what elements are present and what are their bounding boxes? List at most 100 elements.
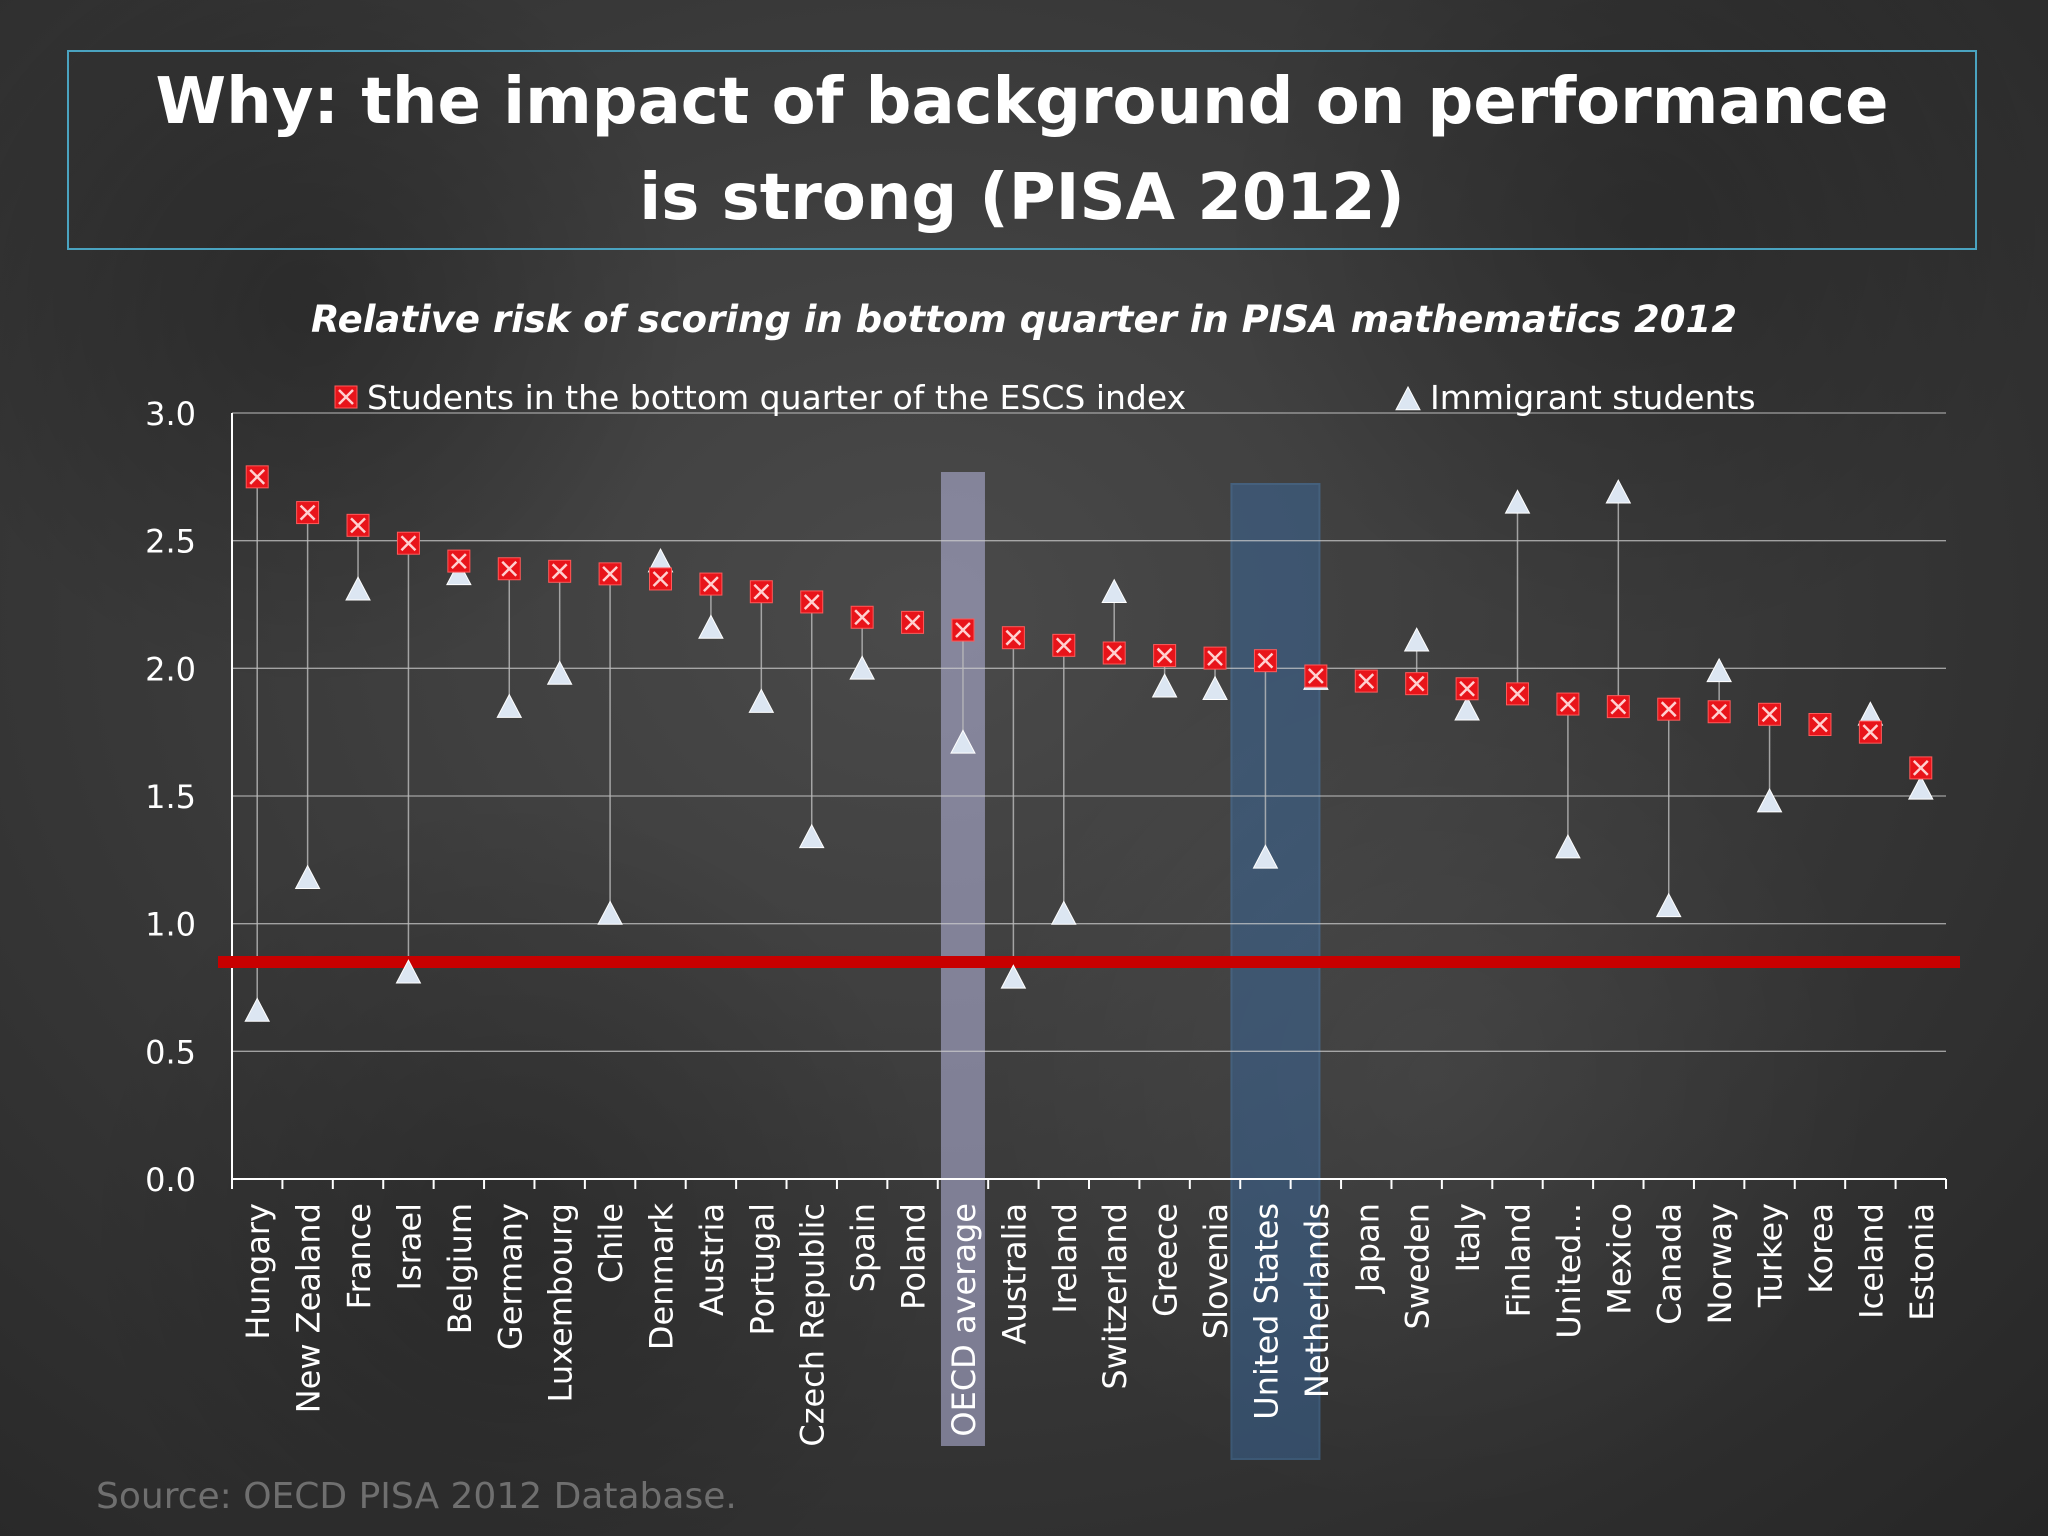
- marker-cross: [338, 389, 354, 405]
- escs-marker: [1102, 641, 1126, 665]
- x-tick-label: OECD average: [945, 1203, 983, 1437]
- immigrant-marker: [1454, 696, 1480, 721]
- marker-cross: [904, 614, 921, 631]
- y-tick-label: 1.0: [145, 906, 196, 944]
- marker-cross: [1307, 668, 1324, 684]
- y-tick-label: 0.5: [145, 1033, 196, 1071]
- escs-marker: [1153, 644, 1177, 668]
- immigrant-marker: [496, 693, 523, 718]
- marker-cross: [1459, 680, 1475, 697]
- x-tick-label: Israel: [390, 1203, 428, 1290]
- escs-marker: [1455, 677, 1479, 701]
- marker-cross: [1660, 701, 1677, 718]
- x-tick-label: Slovenia: [1197, 1203, 1235, 1339]
- immigrant-marker: [1000, 964, 1027, 989]
- legend-label-immigrant: Immigrant students: [1430, 378, 1756, 417]
- x-tick-label: United...: [1550, 1203, 1588, 1339]
- escs-marker: [1556, 692, 1580, 716]
- immigrant-marker: [1907, 775, 1934, 800]
- escs-marker: [1354, 669, 1378, 693]
- marker-cross: [1711, 703, 1728, 720]
- marker-cross: [299, 504, 316, 521]
- marker-cross: [1408, 675, 1425, 692]
- marker-cross: [1761, 706, 1778, 723]
- escs-marker: [1052, 633, 1076, 657]
- escs-marker: [901, 610, 925, 634]
- legend-marker-immigrant: [1395, 385, 1421, 411]
- x-tick-label: Norway: [1701, 1203, 1739, 1324]
- source-note: Source: OECD PISA 2012 Database.: [96, 1476, 737, 1517]
- immigrant-marker: [748, 688, 775, 713]
- x-tick-label: Netherlands: [1298, 1203, 1336, 1398]
- marker-cross: [551, 563, 568, 580]
- escs-marker: [245, 465, 269, 489]
- immigrant-marker: [546, 660, 573, 685]
- x-tick-label: Italy: [1449, 1203, 1487, 1272]
- immigrant-marker: [1504, 489, 1531, 514]
- immigrant-marker: [345, 576, 371, 601]
- immigrant-marker: [1756, 788, 1783, 813]
- marker-cross: [1358, 673, 1375, 689]
- marker-cross: [803, 594, 820, 610]
- immigrant-marker: [1202, 675, 1228, 701]
- escs-marker: [1405, 672, 1429, 696]
- escs-marker: [548, 559, 572, 583]
- x-tick-label: Japan: [1348, 1203, 1386, 1294]
- escs-marker: [649, 567, 672, 591]
- y-tick-label: 1.5: [145, 778, 196, 816]
- marker-cross: [350, 517, 366, 534]
- immigrant-marker: [1050, 900, 1077, 925]
- immigrant-marker: [798, 823, 825, 849]
- escs-marker: [850, 605, 874, 629]
- immigrant-marker: [1403, 627, 1430, 652]
- x-tick-label: Canada: [1651, 1203, 1689, 1325]
- legend-marker-escs: [334, 385, 358, 409]
- escs-marker: [1808, 713, 1832, 737]
- escs-marker: [1203, 646, 1227, 670]
- escs-marker: [1657, 697, 1681, 721]
- marker-cross: [703, 576, 719, 592]
- x-tick-label: Greece: [1147, 1203, 1185, 1317]
- marker-cross: [1560, 696, 1576, 712]
- x-tick-label: Denmark: [643, 1203, 681, 1351]
- y-tick-label: 3.0: [145, 395, 196, 433]
- marker-cross: [450, 553, 467, 569]
- immigrant-marker: [395, 959, 422, 984]
- x-tick-label: Germany: [491, 1203, 529, 1350]
- immigrant-marker: [294, 864, 321, 890]
- x-tick-label: Spain: [844, 1203, 882, 1292]
- x-tick-label: Switzerland: [1096, 1203, 1134, 1390]
- immigrant-marker: [244, 997, 271, 1022]
- y-tick-label: 2.0: [145, 650, 196, 688]
- immigrant-marker: [1605, 479, 1632, 504]
- x-tick-label: United States: [1247, 1203, 1285, 1420]
- escs-marker: [1758, 702, 1782, 726]
- escs-marker: [598, 562, 622, 586]
- marker-cross: [1812, 716, 1828, 733]
- x-tick-label: Korea: [1802, 1203, 1840, 1294]
- immigrant-marker: [849, 655, 875, 680]
- marker-cross: [602, 565, 618, 582]
- escs-marker: [1304, 664, 1328, 688]
- escs-marker: [1707, 700, 1731, 724]
- x-tick-label: Finland: [1500, 1203, 1538, 1317]
- x-tick-label: Hungary: [239, 1203, 277, 1340]
- title-box: Why: the impact of background on perform…: [67, 50, 1977, 250]
- marker-cross: [1005, 629, 1022, 646]
- slide-title: Why: the impact of background on perform…: [155, 65, 1889, 235]
- y-tick-label: 2.5: [145, 523, 196, 561]
- immigrant-marker: [1101, 578, 1128, 604]
- marker-cross: [501, 560, 518, 577]
- escs-marker: [296, 501, 320, 525]
- marker-cross: [955, 622, 971, 638]
- highlight-band-united-states: [1230, 483, 1321, 1460]
- x-tick-label: Mexico: [1600, 1203, 1638, 1315]
- escs-marker: [1253, 649, 1277, 673]
- marker-cross: [1610, 698, 1627, 715]
- escs-marker: [346, 513, 370, 537]
- x-tick-label: Ireland: [1046, 1203, 1084, 1314]
- marker-cross: [1106, 645, 1123, 661]
- immigrant-marker: [1655, 892, 1682, 918]
